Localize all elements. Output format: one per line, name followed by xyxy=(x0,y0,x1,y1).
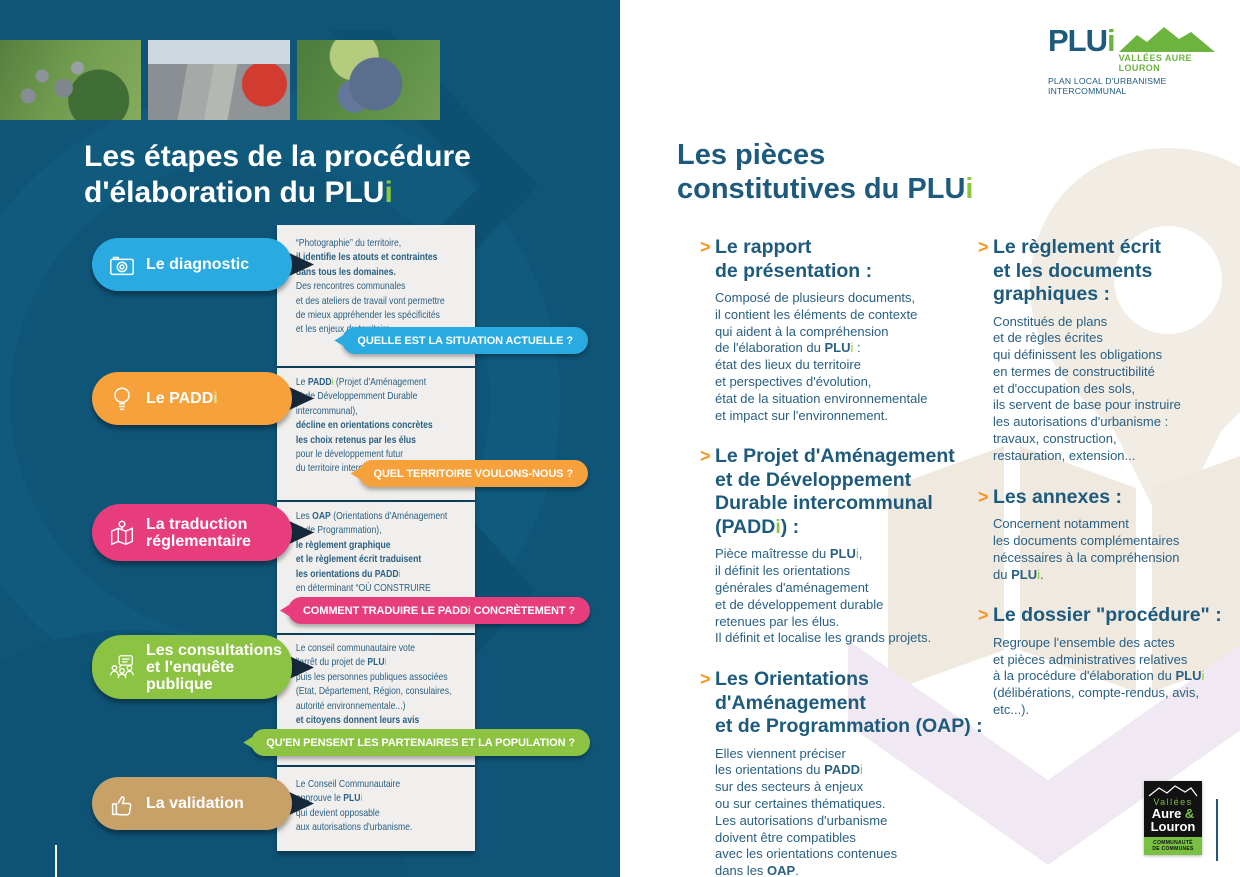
piece-paddi: > Le Projet d'Aménagement et de Développe… xyxy=(700,445,992,647)
step-banner-traduction: La traduction réglementaire xyxy=(92,504,292,561)
step-description: Le conseil communautaire vote l'arrêt du… xyxy=(295,642,452,740)
piece-heading: Le rapport de présentation : xyxy=(715,236,873,282)
logo-region-label: VALLÉES AURE LOURON xyxy=(1118,53,1192,73)
pieces-column-right: > Le règlement écrit et les documents gra… xyxy=(978,236,1236,740)
question-banner-padd: QUEL TERRITOIRE VOULONS-NOUS ? xyxy=(350,460,588,487)
crop-mark xyxy=(1216,799,1218,861)
step-description: Les OAP (Orientations d'Aménagement et d… xyxy=(295,510,448,608)
piece-dossier-procedure: > Le dossier "procédure" : Regroupe l'ens… xyxy=(978,604,1236,718)
chevron-bullet-icon: > xyxy=(978,237,989,257)
plui-logo: PLUi VALLÉES AURE LOURON PLAN LOCAL D'UR… xyxy=(1048,23,1228,96)
banner-notch xyxy=(334,335,344,346)
people-discussion-icon xyxy=(110,655,134,679)
step-label: Les consultations et l'enquête publique xyxy=(146,641,283,693)
pieces-column-left: > Le rapport de présentation : Composé de… xyxy=(700,236,992,877)
step-label: Le PADDi xyxy=(146,390,218,407)
piece-heading: Les annexes : xyxy=(993,485,1122,508)
banner-notch xyxy=(243,737,253,748)
piece-annexes: > Les annexes : Concernent notamment les … xyxy=(978,486,1236,584)
step-label: Le diagnostic xyxy=(146,256,250,273)
question-banner-diagnostic: QUELLE EST LA SITUATION ACTUELLE ? xyxy=(334,327,588,354)
chevron-bullet-icon: > xyxy=(700,446,711,467)
chevron-bullet-icon: > xyxy=(978,486,989,507)
map-pin-icon xyxy=(110,520,134,545)
street-market-photo xyxy=(148,40,290,120)
step-banner-consultations: Les consultations et l'enquête publique xyxy=(92,635,292,699)
chevron-bullet-icon: > xyxy=(700,669,711,690)
question-banner-traduction: COMMENT TRADUIRE LE PADDi CONCRÈTEMENT ? xyxy=(279,597,590,624)
camera-icon xyxy=(110,256,134,275)
mountains-icon xyxy=(1148,785,1198,797)
chevron-bullet-icon: > xyxy=(978,605,989,626)
step-label: La validation xyxy=(146,795,244,812)
map-pin-watermark xyxy=(1030,148,1240,538)
piece-heading: Les Orientations d'Aménagement et de Pro… xyxy=(715,668,983,738)
piece-heading: Le Projet d'Aménagement et de Développem… xyxy=(715,445,955,538)
step-banner-diagnostic: Le diagnostic xyxy=(92,238,292,291)
question-text: QUEL TERRITOIRE VOULONS-NOUS ? xyxy=(373,467,574,480)
piece-heading: Le règlement écrit et les documents grap… xyxy=(993,236,1161,305)
banner-notch xyxy=(350,468,360,479)
lavender-chevron-watermark xyxy=(848,640,1240,865)
crop-mark xyxy=(55,845,57,877)
piece-heading: Le dossier "procédure" : xyxy=(993,604,1222,627)
step-description: “Photographie” du territoire, il identif… xyxy=(295,237,445,336)
piece-description: Regroupe l'ensemble des actes et pièces … xyxy=(993,634,1205,718)
question-banner-consultations: QU'EN PENSENT LES PARTENAIRES ET LA POPU… xyxy=(243,729,590,756)
mountains-icon xyxy=(1118,27,1215,52)
piece-description: Composé de plusieurs documents, il conti… xyxy=(715,290,928,423)
piece-description: Concernent notamment les documents compl… xyxy=(993,516,1180,582)
question-text: QU'EN PENSENT LES PARTENAIRES ET LA POPU… xyxy=(266,736,575,749)
right-page-pieces: PLUi VALLÉES AURE LOURON PLAN LOCAL D'UR… xyxy=(620,0,1240,877)
hillside-village-photo xyxy=(297,40,440,120)
piece-oap: > Les Orientations d'Aménagement et de Pr… xyxy=(700,668,992,877)
step-banner-padd: Le PADDi xyxy=(92,372,292,425)
piece-description: Elles viennent préciser les orientations… xyxy=(715,745,898,877)
left-page-steps: Les étapes de la procédure d'élaboration… xyxy=(0,0,620,877)
piece-reglement: > Le règlement écrit et les documents gra… xyxy=(978,236,1236,465)
page-title: Les pièces constitutives du PLUi xyxy=(677,139,974,205)
lightbulb-icon xyxy=(114,386,130,410)
aerial-village-photo xyxy=(0,40,141,120)
thumbs-up-icon xyxy=(111,795,132,816)
question-text: COMMENT TRADUIRE LE PADDi CONCRÈTEMENT ? xyxy=(302,604,575,617)
footer-logo-aure: Aure & xyxy=(1151,806,1195,821)
vallees-aure-louron-logo: Vallées Aure & Louron COMMUNAUTÉ DE COMM… xyxy=(1144,781,1202,855)
page-title: Les étapes de la procédure d'élaboration… xyxy=(84,140,471,209)
folded-map-watermark xyxy=(888,446,1240,692)
step-description-box: Le Conseil Communautaire approuve le PLU… xyxy=(277,767,475,851)
piece-description: Constitués de plans et de règles écrites… xyxy=(993,313,1181,463)
footer-logo-louron: Louron xyxy=(1150,819,1196,834)
footer-logo-band: COMMUNAUTÉ DE COMMUNES xyxy=(1144,837,1202,855)
question-text: QUELLE EST LA SITUATION ACTUELLE ? xyxy=(357,334,573,347)
plui-logo-wordmark: PLUi xyxy=(1048,23,1116,58)
step-label: La traduction réglementaire xyxy=(146,515,251,550)
footer-logo-vallees: Vallées xyxy=(1153,797,1193,807)
chevron-bullet-icon: > xyxy=(700,237,711,257)
piece-rapport: > Le rapport de présentation : Composé de… xyxy=(700,236,992,424)
step-banner-validation: La validation xyxy=(92,777,292,830)
logo-tagline: PLAN LOCAL D'URBANISME INTERCOMMUNAL xyxy=(1048,76,1167,96)
banner-notch xyxy=(279,605,289,616)
piece-description: Pièce maîtresse du PLUi, il définit les … xyxy=(715,546,932,646)
step-description: Le Conseil Communautaire approuve le PLU… xyxy=(295,778,413,834)
